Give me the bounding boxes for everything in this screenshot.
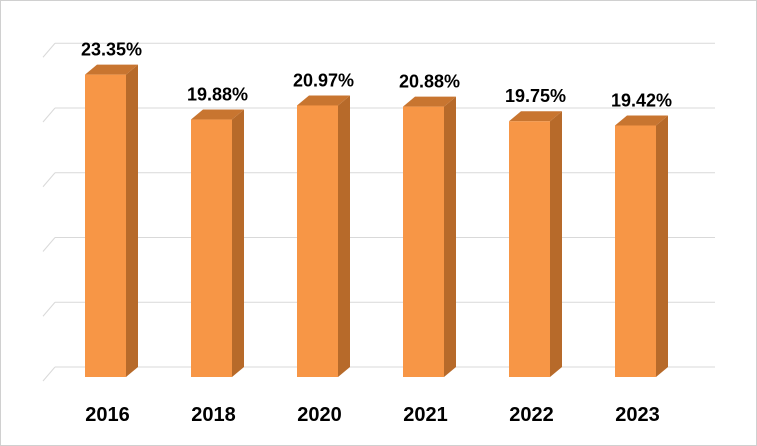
category-labels: 2016 2018 2020 2021 2022 2023 [85, 404, 660, 426]
data-label-2021: 20.88% [399, 72, 460, 92]
data-label-2018: 19.88% [187, 85, 248, 105]
bar-2018 [191, 109, 244, 377]
category-label-2021: 2021 [403, 404, 448, 426]
gridline [42, 301, 715, 317]
bar-2016 [85, 64, 138, 378]
category-label-2022: 2022 [509, 404, 554, 426]
data-label-2022: 19.75% [505, 86, 566, 106]
bar-2021 [403, 96, 456, 377]
gridline [42, 237, 715, 252]
gridlines [42, 42, 715, 382]
bars [85, 64, 668, 378]
gridline [42, 366, 715, 382]
gridline [42, 107, 715, 123]
data-label-2016: 23.35% [81, 40, 142, 60]
category-label-2020: 2020 [297, 404, 342, 426]
category-label-2016: 2016 [85, 404, 130, 426]
gridline [42, 172, 715, 188]
bar-2022 [509, 111, 562, 378]
category-label-2023: 2023 [615, 404, 660, 426]
gridline [42, 42, 715, 58]
data-label-2023: 19.42% [611, 91, 672, 111]
bar-2020 [297, 95, 350, 377]
category-label-2018: 2018 [191, 404, 236, 426]
data-label-2020: 20.97% [293, 70, 354, 90]
data-labels: 23.35% 19.88% 20.97% 20.88% 19.75% 19.42% [81, 40, 672, 111]
bar-2023 [615, 115, 668, 378]
